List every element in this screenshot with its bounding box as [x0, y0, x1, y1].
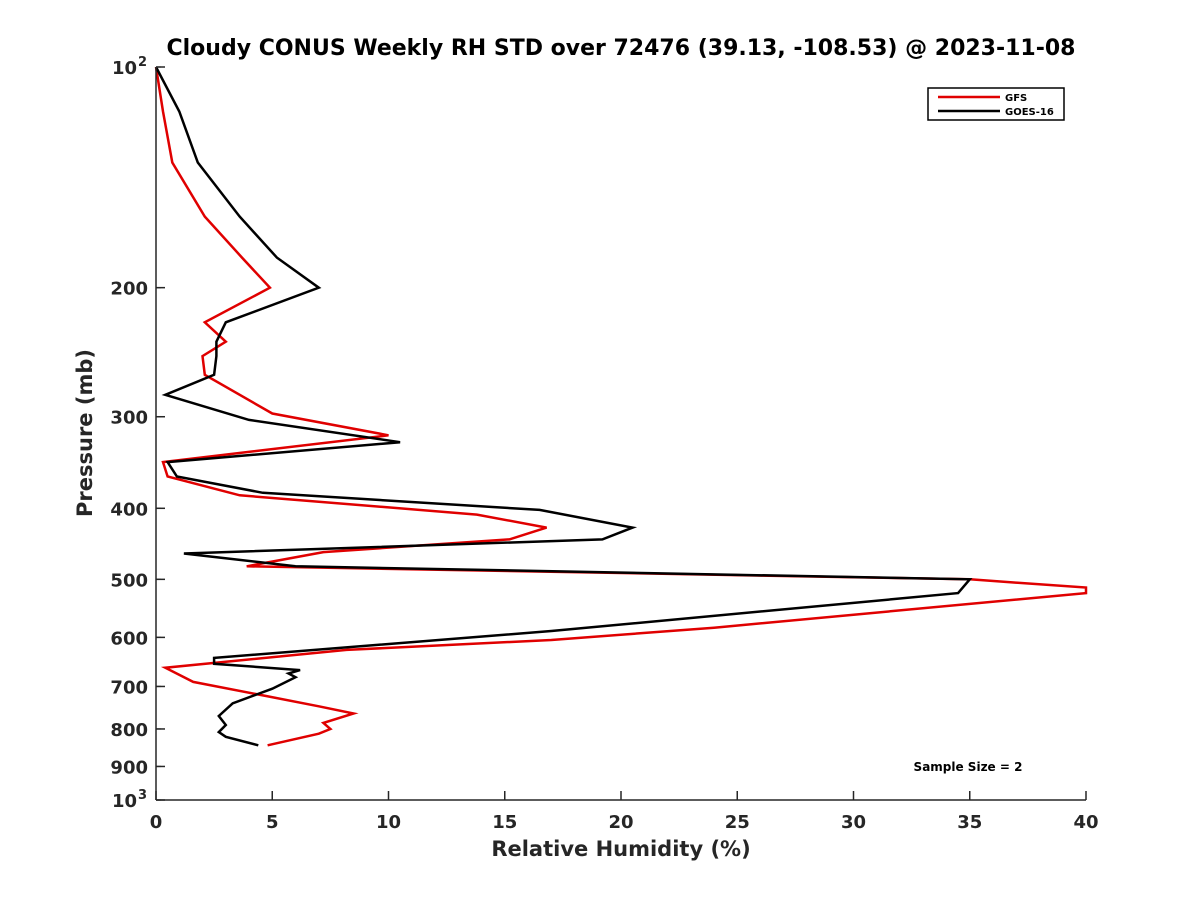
- y-tick-label: 500: [110, 570, 148, 591]
- legend-label-gfs: GFS: [1005, 93, 1027, 104]
- x-axis-label: Relative Humidity (%): [491, 837, 750, 861]
- y-axis-label: Pressure (mb): [73, 349, 97, 517]
- y-tick-label: 600: [110, 628, 148, 649]
- chart-title: Cloudy CONUS Weekly RH STD over 72476 (3…: [167, 36, 1076, 61]
- y-tick-label: 10: [112, 791, 137, 812]
- x-tick-label: 40: [1073, 812, 1098, 833]
- series-layer: [154, 66, 1088, 747]
- y-tick-label: 800: [110, 720, 148, 741]
- y-tick-label: 700: [110, 677, 148, 698]
- y-tick-exponent: 3: [138, 788, 147, 803]
- y-tick-label: 10: [112, 58, 137, 79]
- legend-box: [927, 87, 1065, 121]
- x-tick-label: 5: [266, 812, 279, 833]
- x-tick-label: 20: [608, 812, 633, 833]
- x-tick-label: 15: [492, 812, 517, 833]
- x-tick-label: 30: [841, 812, 866, 833]
- y-tick-exponent: 2: [138, 55, 147, 70]
- legend-label-goes16: GOES-16: [1005, 107, 1054, 118]
- x-tick-label: 10: [376, 812, 401, 833]
- series-line-goes16: [154, 66, 973, 747]
- series-line-gfs: [154, 66, 1088, 747]
- sample-size-annotation: Sample Size = 2: [914, 760, 1023, 774]
- x-tick-label: 0: [150, 812, 163, 833]
- y-tick-label: 400: [110, 499, 148, 520]
- legend: GFS GOES-16: [927, 87, 1065, 121]
- y-tick-label: 300: [110, 408, 148, 429]
- y-tick-label: 200: [110, 279, 148, 300]
- x-tick-label: 35: [957, 812, 982, 833]
- y-tick-label: 900: [110, 757, 148, 778]
- x-tick-label: 25: [725, 812, 750, 833]
